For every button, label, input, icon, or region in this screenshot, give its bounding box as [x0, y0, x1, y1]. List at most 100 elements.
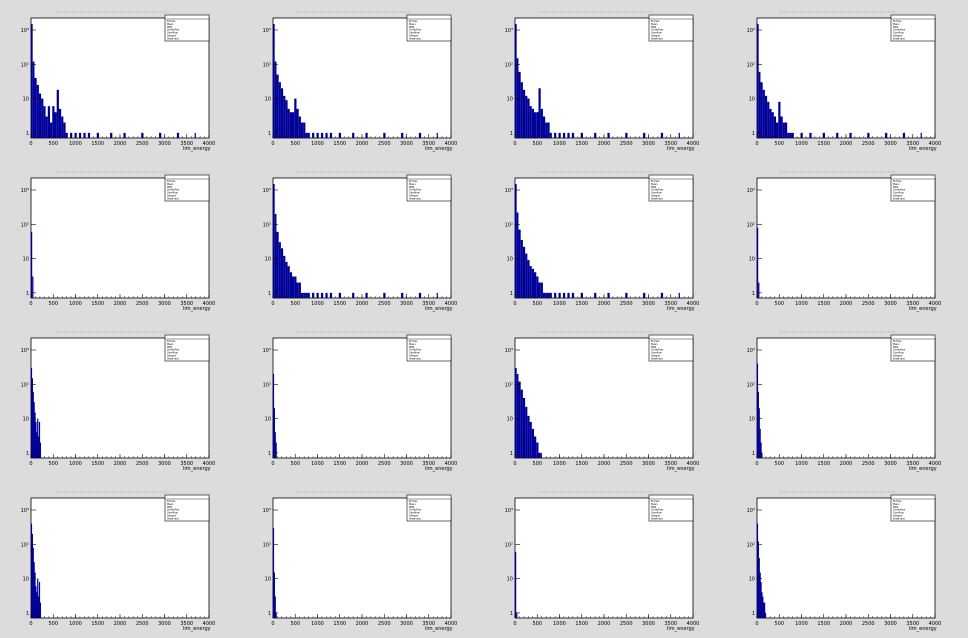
- histogram-bar: [757, 541, 759, 618]
- stats-box-frame: [406, 14, 452, 42]
- stats-label: Underflow: [409, 189, 421, 192]
- stats-label: Integral: [409, 355, 419, 358]
- histogram-bar: [294, 98, 297, 138]
- x-tick-label: 4000: [687, 621, 700, 627]
- histogram-bar: [436, 292, 438, 298]
- x-tick-label: 2500: [378, 621, 391, 627]
- histogram-bar: [756, 23, 759, 138]
- histogram-bar: [756, 363, 759, 458]
- histogram-bar: [401, 292, 404, 298]
- histogram-bar: [660, 292, 664, 298]
- x-tick-label: 2500: [136, 461, 149, 467]
- histogram-bar: [320, 132, 324, 138]
- x-tick-label: 2500: [378, 301, 391, 307]
- stats-label: RMS: [651, 186, 657, 189]
- x-tick-label: 2000: [356, 621, 369, 627]
- histogram-bar: [292, 112, 295, 138]
- stats-label: Underflow: [651, 29, 663, 32]
- histogram-bar: [123, 132, 126, 138]
- histogram-bar: [520, 239, 523, 298]
- stats-label: Entries: [651, 180, 660, 183]
- histogram-bar: [30, 231, 33, 298]
- x-tick-label: 2000: [114, 621, 127, 627]
- x-tick-label: 0: [271, 621, 274, 627]
- stats-label: Integral: [651, 35, 661, 38]
- stats-box: EntriesMeanRMSUnderflowOverflowIntegralS…: [890, 14, 936, 42]
- x-tick-label: 2000: [840, 301, 853, 307]
- histogram-bar: [520, 389, 523, 458]
- histogram-bar: [272, 183, 275, 298]
- x-tick-label: 3000: [400, 461, 413, 467]
- y-tick-label: 10³: [747, 28, 755, 34]
- x-tick-label: 1500: [575, 301, 588, 307]
- y-tick-label: 10: [749, 417, 755, 423]
- plot-frame: [30, 177, 210, 299]
- y-tick-label: 1: [510, 611, 513, 617]
- histogram-bar: [562, 292, 566, 298]
- y-tick-label: 1: [26, 451, 29, 457]
- histogram-bar: [760, 442, 762, 458]
- stats-label: Entries: [651, 340, 660, 343]
- stats-label: Underflow: [409, 349, 421, 352]
- y-tick-label: 10²: [505, 542, 513, 548]
- histogram-bar: [525, 95, 528, 138]
- histogram-bar: [660, 132, 664, 138]
- y-tick-label: 10: [23, 97, 29, 103]
- stats-label: Overflow: [409, 192, 420, 195]
- x-tick-label: 3000: [158, 461, 171, 467]
- stats-label: Entries: [409, 20, 418, 23]
- x-tick-label: 500: [774, 621, 784, 627]
- x-tick-label: 2500: [378, 461, 391, 467]
- histogram-bar: [307, 292, 310, 298]
- stats-box-frame: [890, 494, 936, 522]
- histogram-bar: [756, 227, 759, 298]
- stats-label: Underflow: [409, 509, 421, 512]
- x-tick-label: 3500: [906, 461, 919, 467]
- x-axis-label: lim_energy: [667, 306, 695, 312]
- x-tick-label: 1000: [795, 141, 808, 147]
- histogram-bar: [759, 428, 761, 458]
- histogram-bar: [778, 101, 781, 138]
- stats-box-frame: [406, 334, 452, 362]
- histogram-bar: [545, 292, 548, 298]
- x-tick-label: 500: [48, 621, 58, 627]
- stats-box: EntriesMeanRMSUnderflowOverflowIntegralS…: [890, 494, 936, 522]
- histogram-bar: [522, 397, 526, 458]
- stats-label: RMS: [409, 506, 415, 509]
- histogram-bar: [527, 415, 530, 458]
- x-axis-label: lim_energy: [183, 306, 211, 312]
- histogram-bar: [782, 122, 785, 138]
- stats-label: RMS: [893, 26, 899, 29]
- stats-box: EntriesMeanRMSUnderflowOverflowIntegralS…: [890, 334, 936, 362]
- x-tick-label: 3000: [642, 461, 655, 467]
- y-tick-label: 10³: [263, 348, 271, 354]
- histogram-bar: [549, 132, 552, 138]
- x-tick-label: 1500: [91, 141, 104, 147]
- x-tick-label: 3000: [884, 621, 897, 627]
- y-tick-label: 10²: [505, 62, 513, 68]
- stats-label: Overflow: [651, 352, 662, 355]
- stats-label: Mean: [167, 343, 174, 346]
- stats-label: Skewness: [893, 197, 905, 200]
- histogram-panel: 1 10 10² 10³ 0 500 1000 1500 2000 2500 3000 3500 400…: [505, 491, 700, 632]
- y-tick-label: 1: [752, 131, 755, 137]
- histogram-bar: [518, 229, 521, 298]
- histogram-bar: [780, 116, 783, 138]
- stats-label: RMS: [651, 506, 657, 509]
- histogram-bar: [758, 282, 760, 298]
- x-tick-label: 0: [29, 301, 32, 307]
- histogram-bar: [305, 132, 308, 138]
- histogram-bar: [33, 562, 35, 618]
- x-tick-label: 2000: [356, 461, 369, 467]
- x-tick-label: 500: [48, 301, 58, 307]
- x-tick-label: 500: [290, 301, 300, 307]
- x-tick-label: 4000: [203, 141, 216, 147]
- y-tick-label: 10³: [263, 508, 271, 514]
- histogram-bar: [272, 373, 275, 458]
- stats-label: Integral: [893, 515, 903, 518]
- histogram-panel: 1 10 10² 10³ 0 500 1000 1500 2000 2500 3000 3500 400…: [747, 171, 941, 312]
- y-tick-label: 10³: [21, 348, 29, 354]
- histogram-bar: [272, 527, 275, 618]
- stats-label: Integral: [651, 515, 661, 518]
- histogram-bar: [762, 596, 764, 618]
